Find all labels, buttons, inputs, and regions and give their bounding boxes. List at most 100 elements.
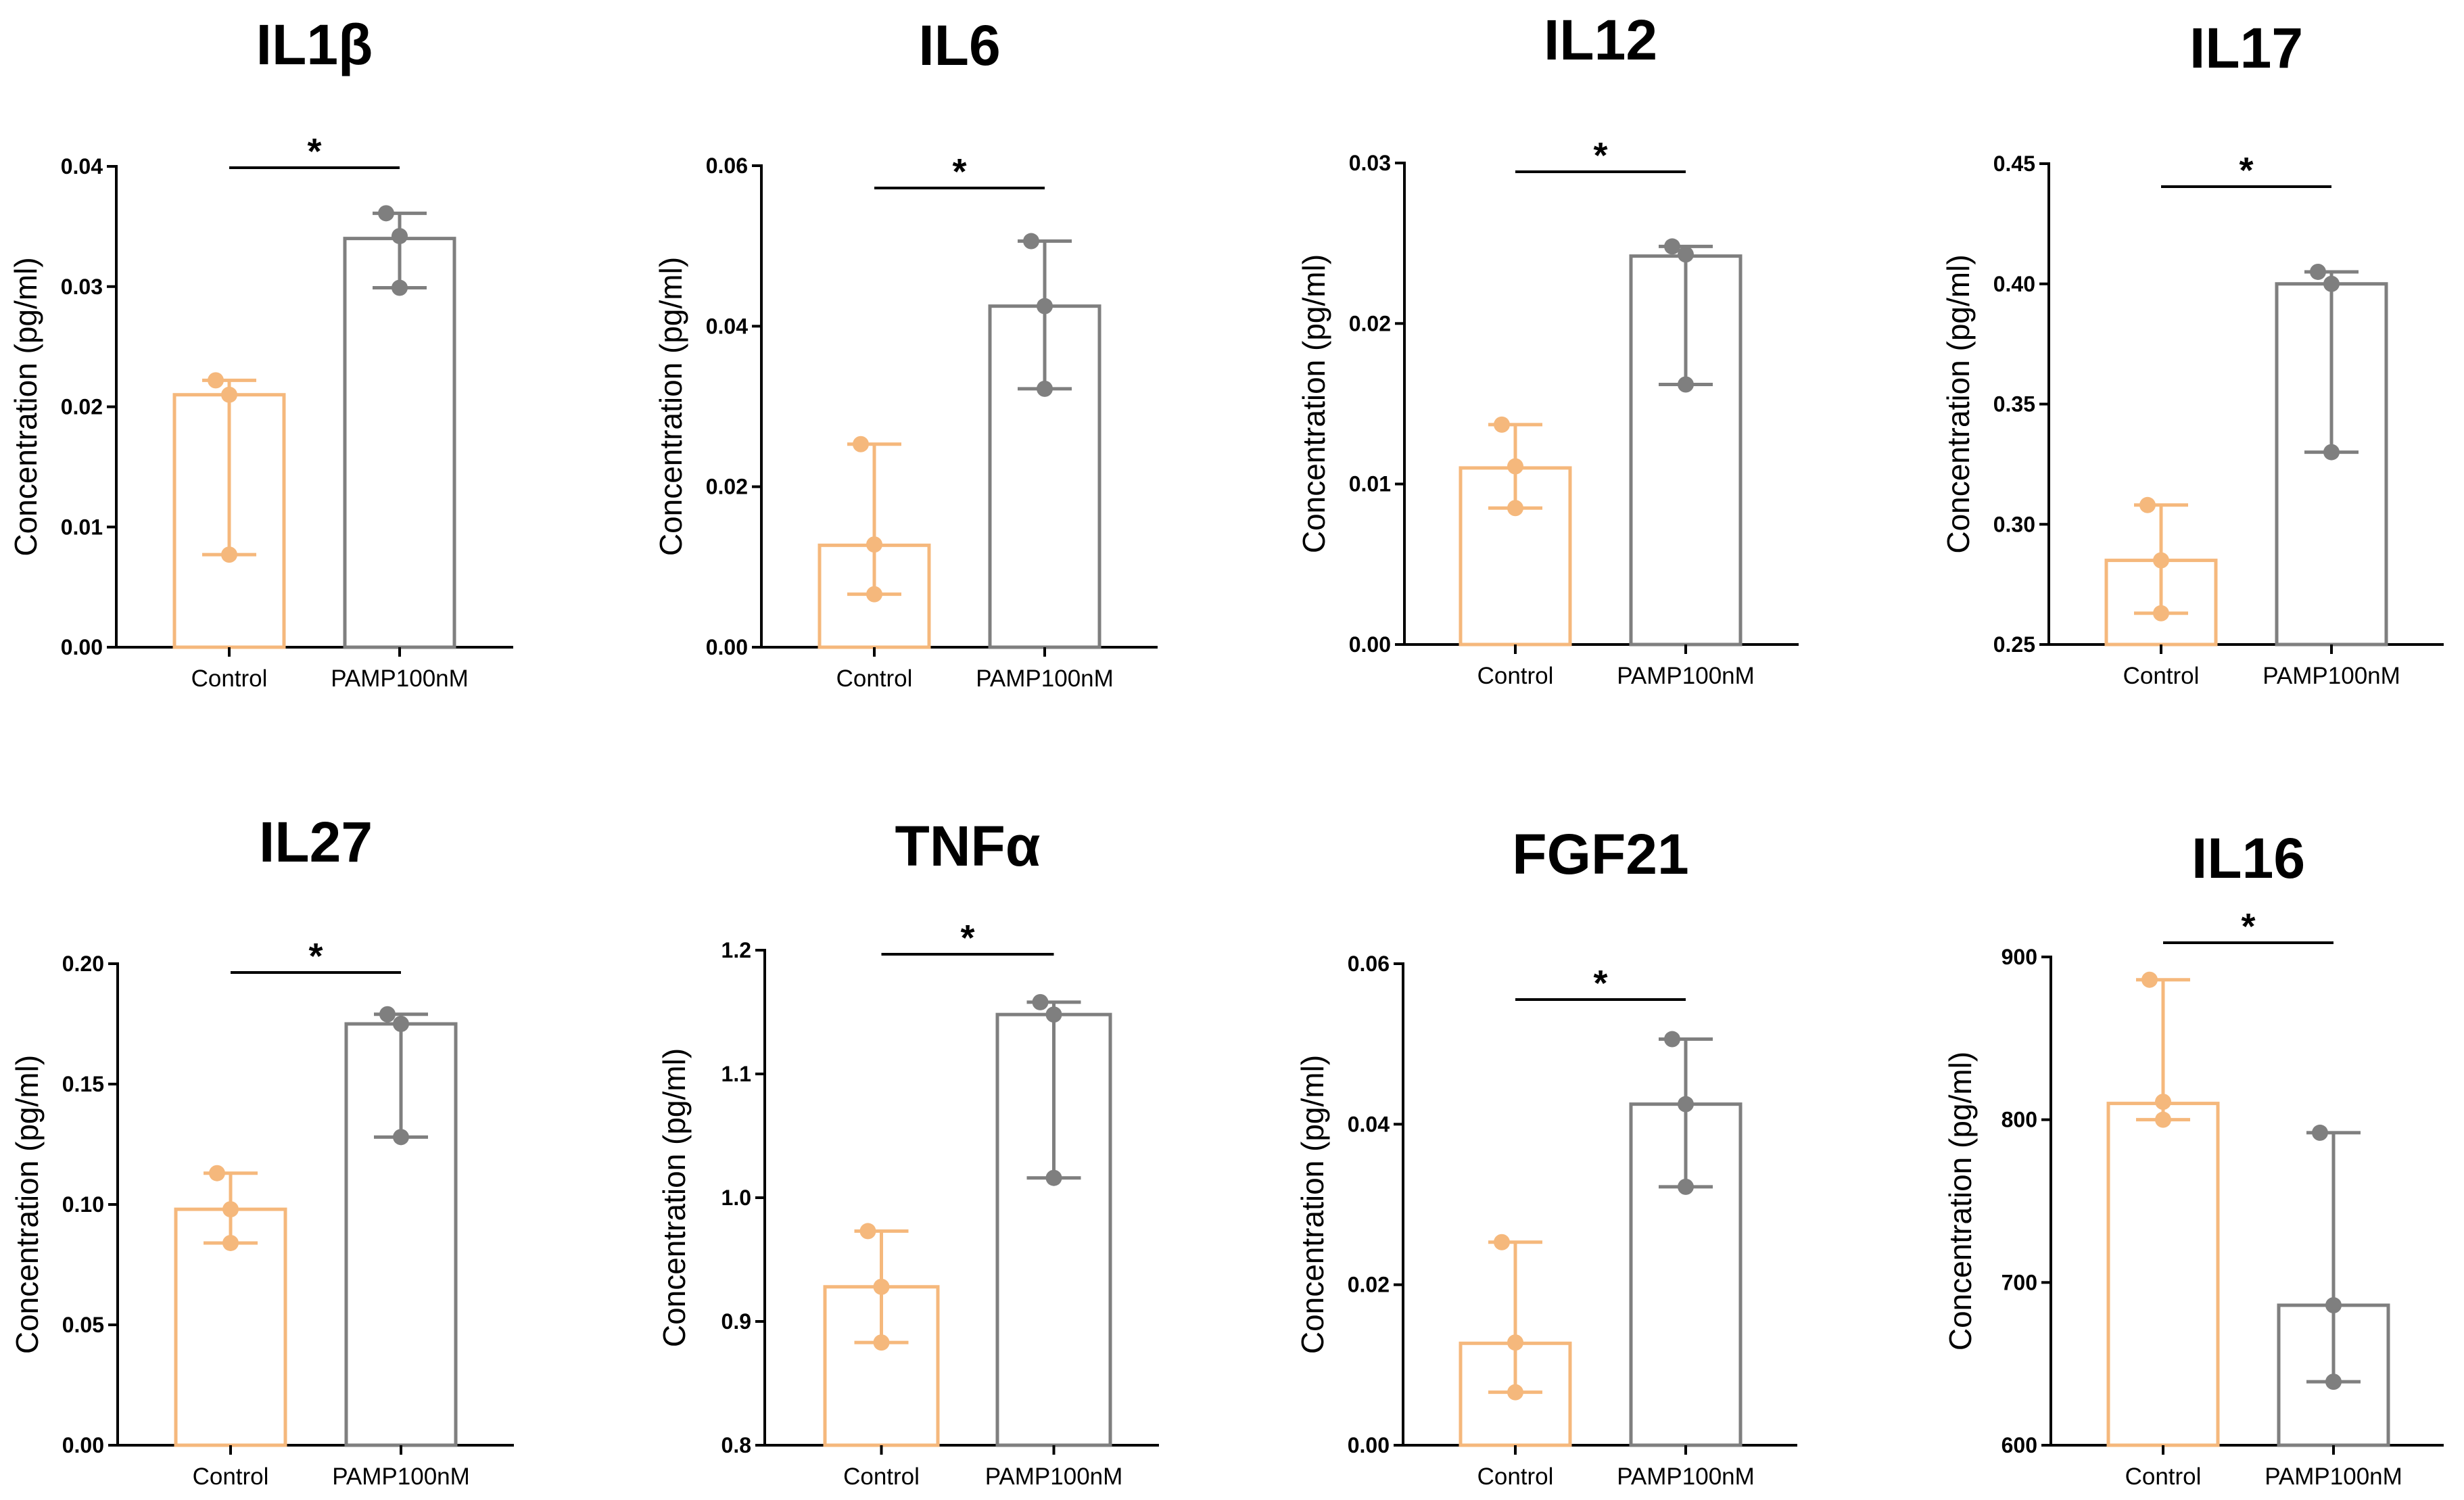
chart-panel: IL6 Concentration (pg/ml) 0.00 0.02 0.04 0.06… (653, 14, 1158, 692)
y-tick-label: 0.00 (1349, 632, 1391, 657)
data-point (2325, 1297, 2342, 1314)
data-point (393, 1129, 409, 1146)
data-point (1045, 1006, 1062, 1023)
y-tick-label: 0.9 (721, 1309, 751, 1334)
data-point (866, 536, 882, 553)
x-tick-label: Control (843, 1463, 920, 1490)
y-tick-label: 0.30 (1993, 512, 2035, 536)
data-point (853, 436, 869, 452)
y-tick-label: 0.10 (62, 1192, 104, 1217)
x-tick-label: PAMP100nM (2262, 663, 2400, 689)
y-tick-label: 700 (2001, 1270, 2037, 1294)
chart-panel: IL1β Concentration (pg/ml) 0.00 0.01 0.02 0.0… (8, 13, 513, 692)
y-axis-label: Concentration (pg/ml) (1295, 1055, 1330, 1354)
data-point (1678, 376, 1694, 393)
y-axis-label: Concentration (pg/ml) (8, 257, 43, 556)
data-point (222, 1234, 239, 1251)
chart-panel: IL17 Concentration (pg/ml) 0.25 0.30 0.35 0.4… (1941, 16, 2444, 689)
y-tick-label: 0.8 (721, 1433, 751, 1457)
data-point (1678, 1178, 1694, 1195)
y-tick-label: 0.03 (1349, 151, 1391, 175)
data-point (1032, 993, 1049, 1010)
x-tick-label: PAMP100nM (976, 665, 1114, 692)
y-tick-label: 0.06 (1348, 952, 1390, 976)
data-point (1507, 458, 1523, 475)
data-point (392, 228, 408, 245)
data-point (873, 1278, 890, 1295)
data-point (2155, 1111, 2171, 1128)
data-point (859, 1223, 876, 1240)
chart-title: IL16 (2191, 826, 2305, 890)
data-point (2310, 263, 2326, 280)
chart-title: TNFα (895, 814, 1041, 878)
chart-panel: IL16 Concentration (pg/ml) 600 700 800 900 Con… (1943, 826, 2444, 1490)
data-point (392, 279, 408, 296)
y-tick-label: 0.02 (1348, 1273, 1390, 1297)
y-tick-label: 1.2 (721, 938, 751, 962)
chart-title: IL12 (1544, 8, 1657, 72)
data-point (2325, 1374, 2342, 1390)
y-tick-label: 1.1 (721, 1062, 751, 1086)
significance-star: * (2241, 906, 2255, 947)
y-tick-label: 0.00 (61, 635, 103, 659)
significance-star: * (308, 936, 323, 977)
y-axis-label: Concentration (pg/ml) (9, 1055, 45, 1354)
y-tick-label: 0.20 (62, 952, 104, 976)
data-point (2141, 971, 2158, 988)
x-tick-label: Control (2123, 663, 2200, 689)
y-axis-label: Concentration (pg/ml) (653, 257, 688, 556)
chart-panel: IL27 Concentration (pg/ml) 0.00 0.05 0.10 0.1… (9, 810, 514, 1490)
chart-panel: IL12 Concentration (pg/ml) 0.00 0.01 0.02 0.0… (1296, 8, 1799, 689)
data-point (1037, 380, 1053, 397)
bar-control (2106, 1102, 2220, 1447)
y-tick-label: 0.02 (1349, 311, 1391, 335)
data-point (1494, 416, 1510, 433)
x-tick-label: Control (2125, 1463, 2202, 1490)
x-tick-label: PAMP100nM (332, 1463, 470, 1490)
data-point (1664, 238, 1680, 255)
y-tick-label: 0.02 (706, 475, 748, 499)
y-tick-label: 0.04 (1348, 1112, 1390, 1136)
y-tick-label: 0.03 (61, 275, 103, 299)
data-point (2153, 552, 2169, 569)
data-point (866, 586, 882, 603)
significance-star: * (1593, 963, 1607, 1004)
significance-star: * (2239, 150, 2253, 191)
x-tick-label: PAMP100nM (2265, 1463, 2402, 1490)
data-point (208, 372, 224, 389)
significance-star: * (952, 151, 966, 192)
data-point (1507, 1384, 1523, 1401)
data-point (393, 1016, 409, 1032)
y-tick-label: 0.06 (706, 154, 748, 178)
data-point (2139, 496, 2156, 513)
x-tick-label: PAMP100nM (1617, 663, 1755, 689)
data-point (1507, 1334, 1523, 1351)
y-tick-label: 900 (2001, 945, 2037, 969)
x-tick-label: Control (1477, 663, 1554, 689)
y-tick-label: 0.45 (1993, 151, 2035, 176)
significance-star: * (307, 131, 321, 172)
data-point (378, 205, 394, 222)
x-tick-label: Control (1477, 1463, 1554, 1490)
significance-star: * (1593, 135, 1607, 176)
y-tick-label: 0.25 (1993, 632, 2035, 657)
data-point (1678, 246, 1694, 263)
y-tick-label: 0.02 (61, 395, 103, 419)
data-point (209, 1165, 225, 1181)
data-point (1664, 1031, 1680, 1048)
y-axis-label: Concentration (pg/ml) (1296, 254, 1331, 553)
data-point (2323, 275, 2340, 292)
y-axis-label: Concentration (pg/ml) (1941, 254, 1976, 553)
y-tick-label: 1.0 (721, 1186, 751, 1210)
chart-title: IL6 (918, 14, 1000, 77)
data-point (2312, 1124, 2328, 1141)
data-point (1494, 1234, 1510, 1250)
data-point (1678, 1096, 1694, 1112)
y-tick-label: 0.01 (61, 515, 103, 539)
chart-title: FGF21 (1512, 822, 1688, 886)
chart-title: IL27 (259, 810, 373, 874)
data-point (221, 386, 237, 403)
x-tick-label: PAMP100nM (985, 1463, 1123, 1490)
y-tick-label: 800 (2001, 1108, 2037, 1132)
